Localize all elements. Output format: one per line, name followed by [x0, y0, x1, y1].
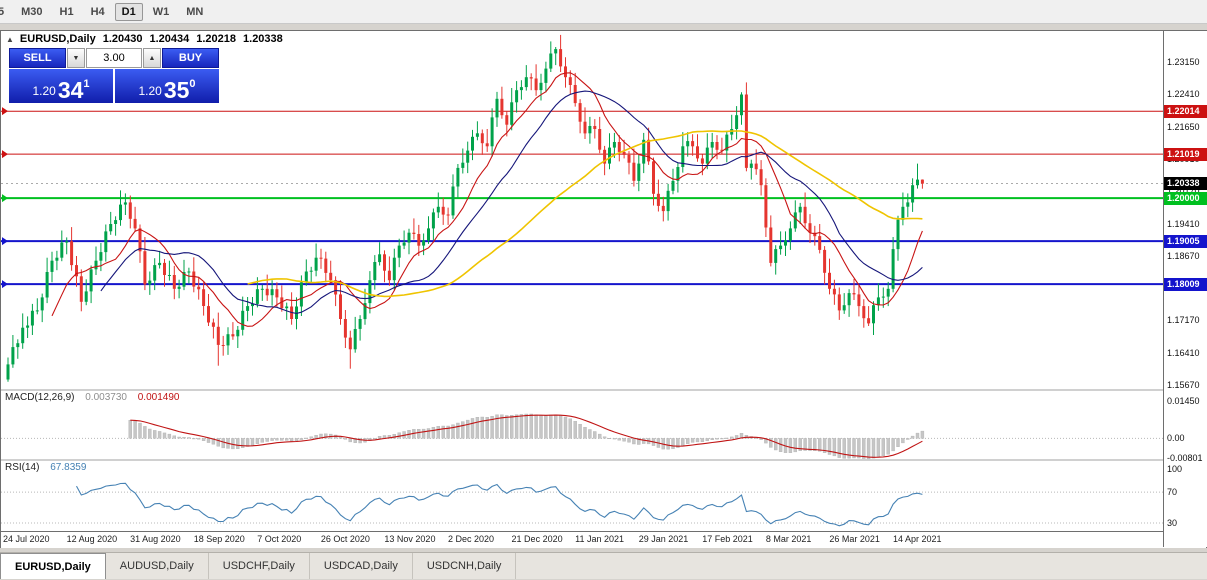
chart-tab-USDCAD[interactable]: USDCAD,Daily	[309, 553, 413, 579]
date-axis-label: 17 Feb 2021	[702, 534, 753, 544]
ohlc-close: 1.20338	[243, 33, 283, 45]
buy-quote[interactable]: 1.20 35 0	[115, 69, 219, 103]
lot-size-input[interactable]: 3.00	[86, 48, 142, 68]
date-axis-label: 14 Apr 2021	[892, 534, 942, 544]
rsi-axis-level: 30	[1167, 518, 1178, 528]
one-click-collapse-icon[interactable]: ▲	[6, 34, 14, 44]
date-axis-label: 26 Oct 2020	[320, 534, 370, 544]
sell-quote[interactable]: 1.20 34 1	[9, 69, 113, 103]
current-price-badge: 1.20338	[1164, 177, 1207, 190]
chart-ohlc-header: ▲ EURUSD,Daily 1.20430 1.20434 1.20218 1…	[6, 33, 283, 45]
buy-price-point: 0	[189, 78, 196, 90]
date-axis-label: 11 Jan 2021	[575, 534, 625, 544]
rsi-indicator	[1, 482, 1163, 527]
date-axis-label: 21 Dec 2020	[511, 534, 563, 544]
price-axis[interactable]: 1.231501.224101.216501.209101.201701.194…	[1163, 31, 1207, 547]
buy-price-prefix: 1.20	[138, 84, 162, 98]
price-axis-label: 1.22410	[1167, 89, 1200, 99]
chart-canvas[interactable]	[1, 31, 1163, 531]
date-axis-label: 2 Dec 2020	[447, 534, 495, 544]
date-axis-label: 8 Mar 2021	[765, 534, 812, 544]
price-axis-label: 1.19410	[1167, 218, 1200, 229]
chart-tab-USDCNH[interactable]: USDCNH,Daily	[412, 553, 517, 579]
chart-tab-EURUSD[interactable]: EURUSD,Daily	[0, 553, 106, 579]
chart-tab-USDCHF[interactable]: USDCHF,Daily	[208, 553, 310, 579]
sell-price-prefix: 1.20	[32, 84, 56, 98]
macd-signal-value: 0.001490	[137, 392, 180, 403]
rsi-axis-level: 70	[1167, 487, 1178, 498]
price-axis-label: 1.17170	[1167, 315, 1200, 326]
one-click-trading-panel: SELL ▼ 3.00 ▲ BUY 1.20 34 1 1.20 35 0	[9, 48, 219, 103]
timeframe-button-5[interactable]: 5	[0, 3, 11, 21]
rsi-value: 67.8359	[50, 462, 87, 473]
ohlc-high: 1.20434	[149, 33, 190, 45]
timeframe-button-MN[interactable]: MN	[186, 5, 204, 18]
price-axis-label: 1.21650	[1167, 121, 1200, 132]
date-axis-label: 12 Aug 2020	[66, 534, 118, 544]
sell-price-point: 1	[83, 78, 90, 90]
price-line-badge: 1.18009	[1164, 277, 1207, 291]
macd-axis-min: -0.00801	[1167, 453, 1203, 463]
price-line-badge: 1.22014	[1164, 104, 1207, 118]
date-axis-label: 29 Jan 2021	[638, 534, 689, 544]
lot-increase-button[interactable]: ▲	[143, 48, 161, 68]
rsi-axis-level: 100	[1167, 464, 1183, 474]
date-axis-label: 31 Aug 2020	[130, 534, 181, 544]
chart-window: ▲ EURUSD,Daily 1.20430 1.20434 1.20218 1…	[0, 30, 1207, 548]
rsi-pane-label: RSI(14) 67.8359	[5, 462, 86, 473]
chart-tab-bar: EURUSD,Daily AUDUSD,Daily USDCHF,Daily USDC…	[0, 552, 1207, 579]
price-axis-label: 1.16410	[1167, 348, 1200, 359]
macd-pane-label: MACD(12,26,9) 0.003730 0.001490	[5, 392, 179, 403]
rsi-name: RSI(14)	[5, 462, 40, 473]
macd-axis-max: 0.01450	[1167, 396, 1200, 406]
lot-decrease-button[interactable]: ▼	[67, 48, 85, 68]
chart-tab-AUDUSD[interactable]: AUDUSD,Daily	[105, 553, 209, 579]
price-axis-label: 1.18670	[1167, 250, 1200, 261]
macd-indicator	[1, 413, 1163, 460]
macd-axis-zero: 0.00	[1167, 433, 1185, 444]
buy-button[interactable]: BUY	[162, 48, 219, 68]
date-axis-label: 18 Sep 2020	[193, 534, 245, 544]
price-axis-label: 1.23150	[1167, 57, 1200, 68]
timeframe-button-H1[interactable]: H1	[59, 5, 74, 18]
macd-main-value: 0.003730	[85, 392, 127, 403]
price-axis-label: 1.15670	[1167, 380, 1200, 391]
timeframe-button-H4[interactable]: H4	[90, 5, 105, 18]
sell-price-pips: 34	[57, 77, 84, 103]
date-axis[interactable]: 24 Jul 2020 12 Aug 2020 31 Aug 2020 18 Sep …	[1, 531, 1206, 548]
price-line-badge: 1.19005	[1164, 234, 1207, 248]
price-axis-label: 1.20170	[1167, 186, 1200, 197]
date-axis-label: 7 Oct 2020	[257, 534, 302, 544]
timeframe-toolbar: 5 M30 H1 H4 D1 W1 MN	[0, 0, 1207, 24]
candlesticks	[6, 34, 924, 382]
price-line-badge: 1.20000	[1164, 191, 1207, 205]
date-axis-label: 24 Jul 2020	[3, 534, 50, 544]
timeframe-button-D1[interactable]: D1	[114, 2, 143, 21]
timeframe-button-W1[interactable]: W1	[152, 5, 170, 18]
date-axis-label: 26 Mar 2021	[829, 534, 880, 544]
buy-price-pips: 35	[163, 77, 190, 103]
macd-name: MACD(12,26,9)	[5, 392, 75, 403]
sell-button[interactable]: SELL	[9, 48, 66, 68]
ohlc-open: 1.20430	[102, 33, 143, 45]
price-line-badge: 1.21019	[1164, 147, 1207, 161]
moving-average-lines	[51, 72, 923, 327]
ohlc-low: 1.20218	[196, 33, 237, 45]
timeframe-button-M30[interactable]: M30	[21, 5, 43, 18]
date-axis-label: 13 Nov 2020	[384, 534, 436, 544]
chart-title: EURUSD,Daily	[19, 33, 96, 45]
